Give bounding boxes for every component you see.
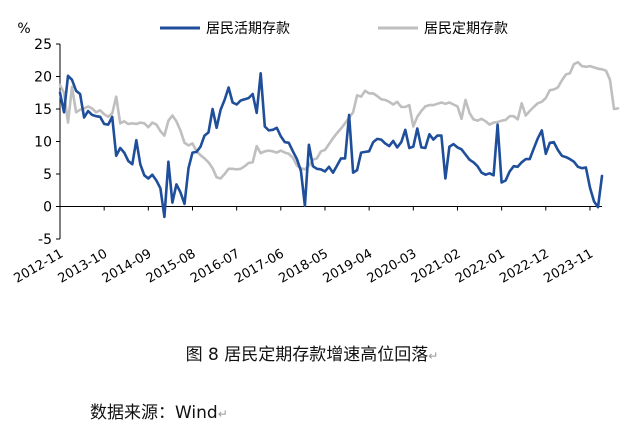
series-line bbox=[58, 60, 620, 180]
x-tick-label: 2012-11 bbox=[11, 246, 66, 286]
series-line bbox=[58, 72, 604, 219]
x-tick-label: 2016-07 bbox=[188, 246, 243, 286]
figure-caption: 图 8 居民定期存款增速高位回落↵ bbox=[0, 340, 624, 365]
x-tick-label: 2015-08 bbox=[144, 246, 199, 286]
y-tick-label: -5 bbox=[38, 232, 52, 248]
caption-text: 图 8 居民定期存款增速高位回落 bbox=[185, 345, 429, 365]
legend-label: 居民定期存款 bbox=[424, 21, 508, 37]
x-tick-label: 2013-10 bbox=[56, 246, 111, 286]
data-source: 数据来源：Wind↵ bbox=[90, 398, 228, 423]
x-tick-label: 2022-12 bbox=[497, 246, 552, 286]
source-text: 数据来源：Wind bbox=[90, 403, 218, 423]
x-axis: 2012-112013-102014-092015-082016-072017-… bbox=[11, 206, 602, 287]
y-tick-label: 20 bbox=[34, 70, 52, 86]
x-tick-label: 2019-04 bbox=[321, 246, 376, 286]
x-tick-label: 2014-09 bbox=[100, 246, 155, 286]
x-tick-label: 2022-01 bbox=[453, 246, 508, 286]
y-tick-label: 0 bbox=[43, 200, 52, 216]
chart-legend: 居民活期存款 居民定期存款 bbox=[160, 21, 508, 37]
legend-label: 居民活期存款 bbox=[206, 21, 290, 37]
y-axis: 25 20 15 10 5 0 -5 bbox=[34, 37, 61, 248]
y-tick-label: 25 bbox=[34, 37, 52, 53]
x-tick-label: 2017-06 bbox=[232, 246, 287, 286]
plot-area bbox=[58, 60, 620, 219]
x-tick-label: 2023-11 bbox=[541, 246, 596, 286]
line-chart: 居民活期存款 居民定期存款 % 25 20 15 10 5 0 -5 2012-112013-… bbox=[11, 21, 620, 287]
x-tick-label: 2020-03 bbox=[365, 246, 420, 286]
x-tick-label: 2021-02 bbox=[409, 246, 464, 286]
y-tick-label: 15 bbox=[34, 102, 52, 118]
paragraph-mark: ↵ bbox=[217, 407, 228, 421]
paragraph-mark: ↵ bbox=[428, 349, 439, 363]
x-tick-label: 2018-05 bbox=[276, 246, 331, 286]
y-tick-label: 10 bbox=[34, 135, 52, 151]
y-axis-label: % bbox=[17, 21, 30, 37]
y-tick-label: 5 bbox=[43, 167, 52, 183]
